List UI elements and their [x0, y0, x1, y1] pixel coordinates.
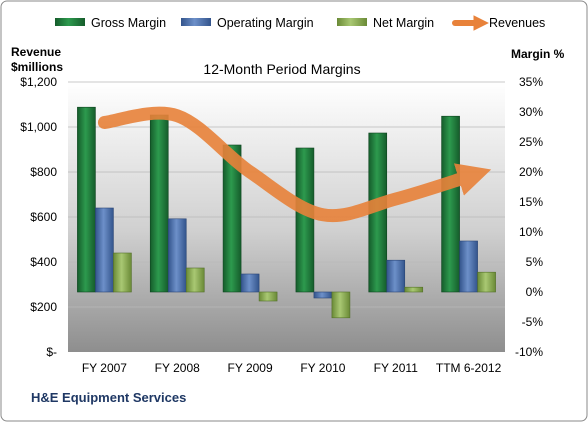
net-margin-bar [332, 292, 350, 318]
left-tick-label: $800 [30, 165, 57, 179]
legend-swatch-operating-margin [181, 18, 211, 26]
right-tick-label: -10% [515, 345, 543, 359]
legend-swatch-net-margin [337, 18, 367, 26]
gross-margin-bar [150, 115, 168, 292]
right-tick-label: 35% [519, 75, 543, 89]
right-tick-label: 20% [519, 165, 543, 179]
legend-swatch-gross-margin [55, 18, 85, 26]
right-tick-label: 10% [519, 225, 543, 239]
legend-label-revenues: Revenues [489, 16, 545, 30]
left-tick-label: $- [46, 345, 57, 359]
right-tick-label: 15% [519, 195, 543, 209]
operating-margin-bar [241, 274, 259, 292]
left-axis-title-line1: Revenue [11, 45, 61, 59]
right-tick-label: 30% [519, 105, 543, 119]
gross-margin-bar [77, 107, 95, 292]
net-margin-bar [478, 272, 496, 292]
x-tick-label: FY 2010 [300, 361, 345, 375]
net-margin-bar [259, 292, 277, 301]
footer-company-name: H&E Equipment Services [31, 390, 186, 405]
gross-margin-bar [442, 116, 460, 292]
x-tick-label: FY 2007 [82, 361, 127, 375]
right-tick-label: -5% [522, 315, 544, 329]
operating-margin-bar [168, 219, 186, 292]
right-axis-title: Margin % [511, 47, 565, 61]
net-margin-bar [113, 253, 131, 292]
operating-margin-bar [460, 241, 478, 292]
left-tick-label: $600 [30, 210, 57, 224]
gross-margin-bar [296, 148, 314, 292]
left-tick-label: $200 [30, 300, 57, 314]
operating-margin-bar [95, 208, 113, 292]
operating-margin-bar [387, 260, 405, 292]
left-tick-label: $1,200 [20, 75, 57, 89]
left-axis-title-line2: $millions [11, 60, 63, 74]
net-margin-bar [405, 287, 423, 292]
x-tick-label: FY 2008 [155, 361, 200, 375]
x-tick-label: FY 2011 [374, 361, 419, 375]
left-tick-label: $1,000 [20, 120, 57, 134]
legend-label-operating-margin: Operating Margin [217, 16, 314, 30]
legend-label-net-margin: Net Margin [373, 16, 434, 30]
legend-label-gross-margin: Gross Margin [91, 16, 166, 30]
chart-title: 12-Month Period Margins [203, 61, 360, 77]
right-tick-label: 5% [526, 255, 544, 269]
x-tick-label: TTM 6-2012 [436, 361, 502, 375]
right-tick-label: 25% [519, 135, 543, 149]
x-tick-label: FY 2009 [228, 361, 273, 375]
left-tick-label: $400 [30, 255, 57, 269]
right-tick-label: 0% [526, 285, 544, 299]
net-margin-bar [186, 268, 204, 292]
operating-margin-bar [314, 292, 332, 298]
